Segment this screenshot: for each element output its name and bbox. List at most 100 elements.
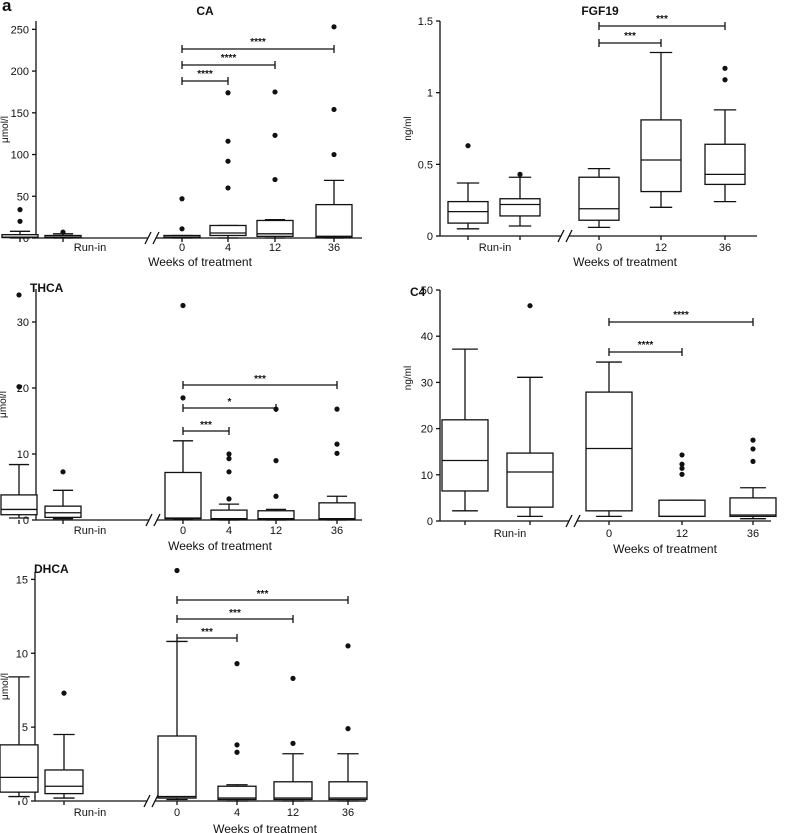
group-label-runin: Run-in (74, 525, 106, 537)
axis-break-mark (557, 229, 565, 243)
y-tick-label: 1.5 (418, 16, 433, 28)
chart-title: FGF19 (581, 4, 619, 18)
axis-break-mark (151, 794, 159, 808)
outlier-point (679, 452, 685, 458)
significance-bracket: * (182, 397, 277, 412)
x-tick-label: 0 (596, 242, 602, 254)
significance-label: * (228, 397, 232, 408)
x-axis-label: Weeks of treatment (213, 822, 317, 833)
iqr-box (164, 471, 202, 520)
iqr-box (704, 143, 746, 186)
outlier-point (679, 461, 685, 467)
x-tick-label: 4 (225, 242, 231, 254)
chart-title: CA (196, 4, 214, 18)
significance-bracket: *** (182, 420, 230, 435)
box-group (44, 690, 84, 805)
outlier-point (234, 742, 240, 748)
significance-bracket: *** (598, 14, 726, 30)
iqr-box (658, 499, 706, 518)
y-tick-label: 0.5 (418, 159, 433, 171)
iqr-box (44, 505, 82, 519)
box-group (506, 303, 554, 525)
y-tick-label: 0 (427, 516, 433, 528)
significance-bracket: *** (176, 627, 238, 642)
outlier-point (180, 302, 186, 309)
y-tick-label: 10 (17, 449, 29, 461)
significance-label: **** (250, 37, 266, 48)
outlier-point (750, 446, 756, 452)
outlier-point (679, 465, 685, 471)
significance-label: **** (673, 310, 689, 321)
iqr-box (315, 203, 353, 238)
significance-label: *** (254, 374, 266, 385)
outlier-point (345, 643, 351, 649)
outlier-point (334, 450, 340, 456)
x-axis-label: Weeks of treatment (168, 539, 272, 553)
iqr-box (209, 224, 247, 237)
x-tick-label: 12 (676, 528, 688, 540)
iqr-box (441, 419, 489, 492)
axis-break-mark (153, 513, 161, 527)
outlier-point (226, 451, 232, 457)
y-tick-label: 250 (11, 24, 29, 36)
outlier-point (334, 406, 340, 412)
box-group: 36 (315, 24, 353, 254)
outlier-point (180, 395, 186, 401)
iqr-box (210, 509, 248, 520)
x-tick-label: 36 (331, 525, 343, 537)
outlier-point (465, 143, 471, 149)
box-group: 4 (217, 661, 257, 819)
outlier-point (17, 218, 23, 224)
outlier-point (273, 458, 279, 464)
box-group: 0 (163, 196, 201, 254)
outlier-point (179, 226, 185, 232)
chart-c4: C4 0 10 20 30 40 50 ng/ml 0 12 36 Run-in Weeks of tr… (403, 285, 777, 556)
outlier-point (179, 196, 185, 202)
x-tick-label: 12 (655, 242, 667, 254)
x-tick-label: 36 (342, 807, 354, 819)
outlier-point (226, 456, 232, 462)
y-tick-label: 10 (16, 648, 28, 660)
y-tick-label: 200 (11, 66, 29, 78)
box-group (447, 143, 489, 240)
y-tick-label: 15 (16, 574, 28, 586)
box-group: 12 (273, 675, 313, 819)
y-tick-label: 40 (421, 331, 433, 343)
outlier-point (345, 726, 351, 732)
y-tick-label: 0 (427, 231, 433, 243)
group-label-runin: Run-in (494, 528, 526, 540)
outlier-point (679, 471, 685, 477)
outlier-point (61, 690, 67, 696)
box-group (0, 292, 38, 524)
chart-fgf19: FGF19 0 0.5 1 1.5 ng/ml 0 12 36 Run-in Weeks of tr… (403, 4, 757, 269)
outlier-point (722, 77, 728, 83)
group-label-runin: Run-in (479, 242, 511, 254)
y-tick-label: 30 (17, 317, 29, 329)
significance-bracket: *** (182, 374, 338, 389)
outlier-point (750, 437, 756, 443)
outlier-point (225, 90, 231, 96)
group-label-runin: Run-in (74, 807, 106, 819)
y-tick-label: 5 (22, 722, 28, 734)
y-tick-label: 50 (17, 191, 29, 203)
chart-title: DHCA (34, 562, 69, 576)
x-tick-label: 4 (226, 525, 232, 537)
group-label-runin: Run-in (74, 242, 106, 254)
iqr-box (44, 769, 84, 795)
outlier-point (290, 675, 296, 681)
x-tick-label: 12 (270, 525, 282, 537)
box-group: 4 (210, 451, 248, 537)
y-tick-label: 20 (421, 424, 433, 436)
y-axis-label: ng/ml (403, 366, 414, 390)
x-axis-label: Weeks of treatment (148, 255, 252, 269)
box-group (44, 229, 82, 242)
significance-bracket: **** (181, 53, 276, 69)
x-tick-label: 0 (174, 807, 180, 819)
box-group: 4 (209, 90, 247, 254)
significance-label: *** (624, 31, 636, 42)
significance-bracket: *** (176, 589, 349, 604)
axis-break-mark (143, 794, 151, 808)
y-tick-label: 0 (23, 233, 29, 245)
outlier-point (234, 749, 240, 755)
outlier-point (226, 496, 232, 502)
